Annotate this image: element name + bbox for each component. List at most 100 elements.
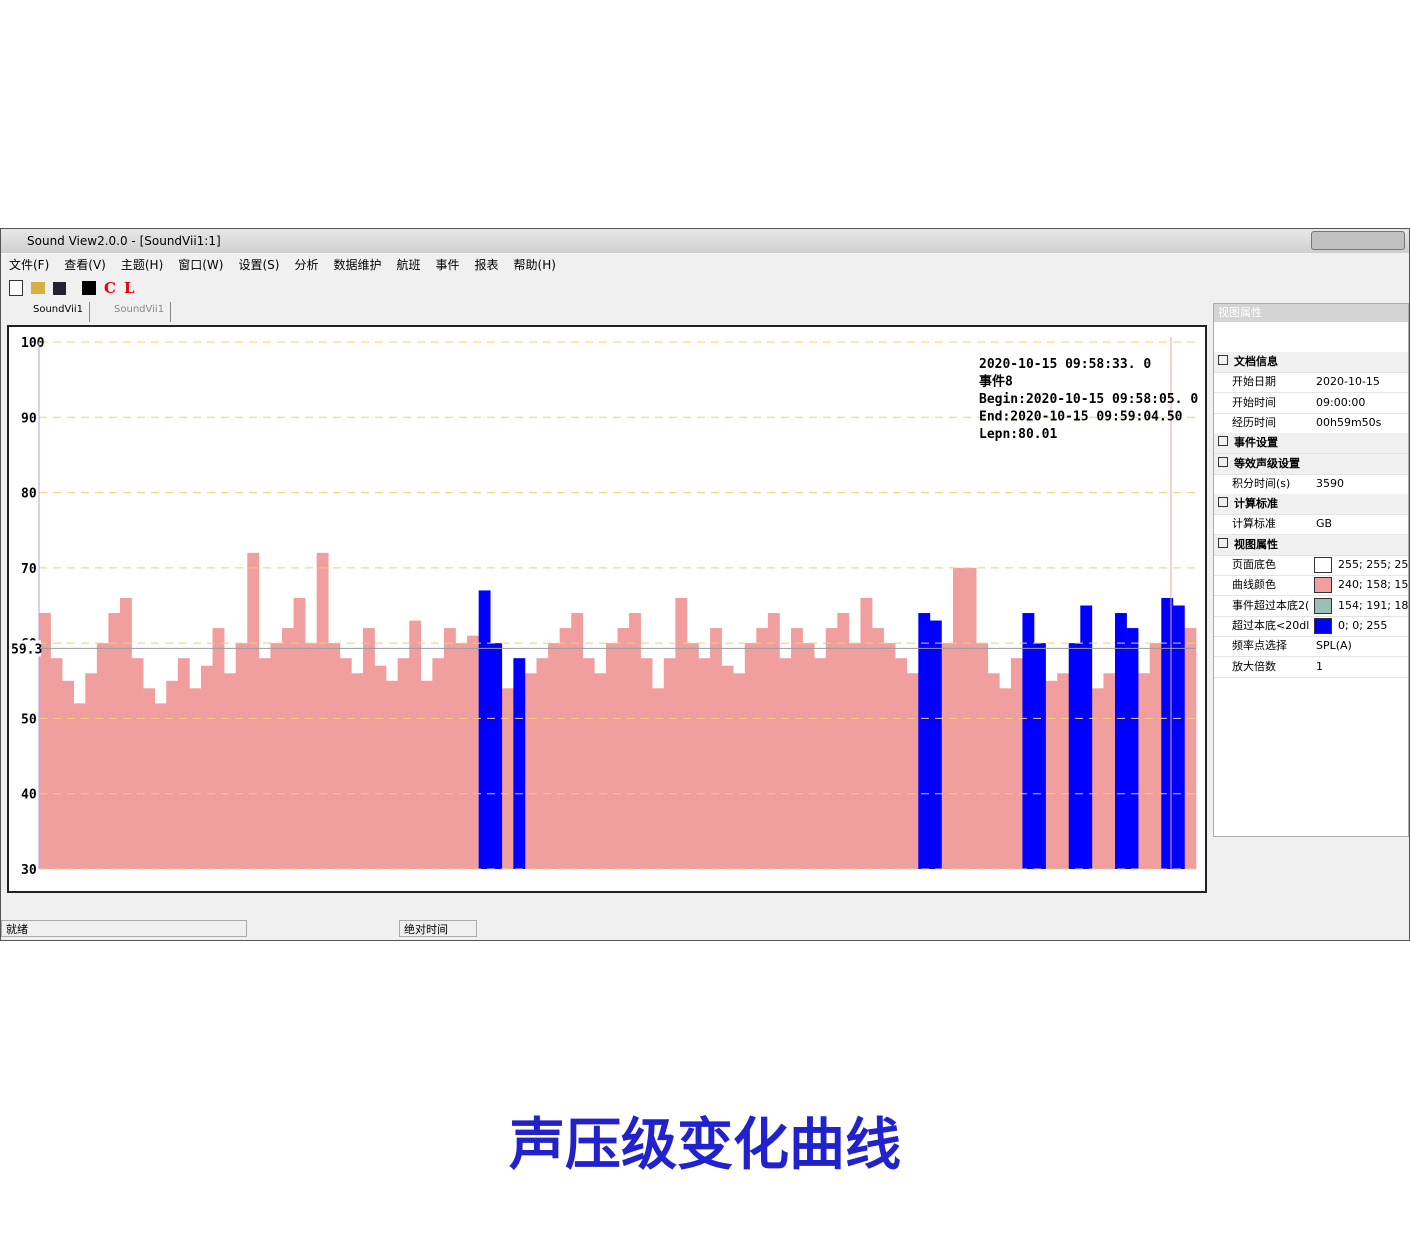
property-value: 00h59m50s <box>1316 415 1382 429</box>
property-key: 事件超过本底2( <box>1232 598 1310 612</box>
bar <box>744 643 757 869</box>
bar <box>1172 605 1185 869</box>
status-bar: 就绪 绝对时间 <box>1 920 1409 939</box>
tab-strip: SoundVii1 SoundVii1 <box>9 302 172 322</box>
menu-item[interactable]: 事件 <box>435 258 460 272</box>
bar <box>582 658 595 869</box>
property-value: 240; 158; 15 <box>1338 578 1409 592</box>
bar <box>386 680 398 869</box>
bar <box>467 635 479 869</box>
bar <box>918 613 931 869</box>
bar <box>131 658 144 869</box>
bar <box>73 703 86 869</box>
property-panel: 视图属性 文档信息 开始日期 2020-10-15 开始时间 09:00:00 经历时间 0… <box>1213 303 1409 837</box>
color-icon[interactable] <box>82 281 96 295</box>
bar <box>50 658 63 869</box>
bar <box>316 552 329 869</box>
bar <box>39 613 51 869</box>
menu-item[interactable]: 数据维护 <box>333 258 382 272</box>
open-icon[interactable] <box>31 282 45 294</box>
bar <box>675 597 688 869</box>
bar <box>96 643 109 869</box>
bar <box>478 590 491 869</box>
property-key: 放大倍数 <box>1232 659 1276 673</box>
color-swatch <box>1314 597 1332 614</box>
property-group[interactable]: 计算标准 <box>1214 494 1408 516</box>
bar <box>281 628 294 869</box>
panel-title: 视图属性 <box>1214 304 1408 322</box>
bar <box>1091 688 1104 869</box>
bottom-toolbar <box>1 893 1409 918</box>
bar <box>814 658 827 869</box>
bar <box>1010 658 1023 869</box>
menu-item[interactable]: 查看(V) <box>64 258 106 272</box>
new-icon[interactable] <box>9 280 23 296</box>
menu-item[interactable]: 航班 <box>396 258 421 272</box>
bar <box>686 643 699 869</box>
bar <box>270 643 283 869</box>
expander <box>1218 355 1228 365</box>
property-group[interactable]: 视图属性 <box>1214 534 1408 556</box>
tab[interactable]: SoundVii1 <box>90 302 172 322</box>
color-swatch <box>1314 577 1332 594</box>
bar <box>802 643 815 869</box>
bar <box>247 552 260 869</box>
bar <box>895 658 908 869</box>
bar <box>1115 613 1127 869</box>
bar <box>501 688 514 869</box>
bar <box>1126 628 1139 869</box>
bar <box>860 597 873 869</box>
y-tick-label: 100 <box>21 336 45 351</box>
property-key: 曲线颜色 <box>1232 578 1276 592</box>
bar <box>1138 673 1151 869</box>
tab[interactable]: SoundVii1 <box>9 302 91 322</box>
menu-item[interactable]: 设置(S) <box>238 258 280 272</box>
y-tick-label: 90 <box>21 411 37 426</box>
bar <box>455 643 468 869</box>
menu-item[interactable]: 报表 <box>474 258 499 272</box>
bar <box>62 680 75 869</box>
expander <box>1218 456 1228 467</box>
property-group[interactable]: 文档信息 <box>1214 352 1408 373</box>
property-row: 曲线颜色 240; 158; 15 <box>1214 575 1409 597</box>
bar <box>825 628 838 869</box>
toolbar-letter[interactable]: L <box>123 279 135 297</box>
property-row: 计算标准 GB <box>1214 514 1408 536</box>
y-tick-label: 50 <box>21 712 37 727</box>
group-name: 事件设置 <box>1234 436 1278 450</box>
bar <box>791 628 803 869</box>
bar <box>305 643 317 869</box>
menu-item[interactable]: 窗口(W) <box>178 258 224 272</box>
menu-item[interactable]: 文件(F) <box>9 258 50 272</box>
group-name: 计算标准 <box>1234 497 1278 511</box>
property-row: 放大倍数 1 <box>1214 657 1408 678</box>
annotation: 2020-10-15 09:58:33. 0 <box>979 357 1151 372</box>
status-cell: 就绪 <box>1 920 247 937</box>
property-group[interactable]: 事件设置 <box>1214 433 1408 455</box>
group-name: 等效声级设置 <box>1234 456 1300 470</box>
property-group[interactable]: 等效声级设置 <box>1214 453 1408 475</box>
menu-item[interactable]: 分析 <box>294 258 319 272</box>
menu-item[interactable]: 主题(H) <box>120 258 164 272</box>
bar <box>617 628 630 869</box>
bar <box>663 658 676 869</box>
menu-bar: 文件(F) 查看(V) 主题(H) 窗口(W) 设置(S) 分析 数据维护 航班 事件 报表 帮助(… <box>9 255 556 275</box>
property-key: 频率点选择 <box>1232 639 1287 653</box>
y-tick-label: 80 <box>21 487 37 502</box>
window-buttons[interactable] <box>1311 231 1405 250</box>
property-key: 开始时间 <box>1232 395 1276 409</box>
bar <box>548 643 560 869</box>
menu-item[interactable]: 帮助(H) <box>513 258 556 272</box>
bar <box>177 658 190 869</box>
bar <box>212 628 225 869</box>
bar <box>941 643 954 869</box>
bar <box>524 673 537 869</box>
toolbar-letter[interactable]: C <box>104 279 116 297</box>
save-icon[interactable] <box>53 281 66 295</box>
bar <box>293 597 306 869</box>
property-key: 页面底色 <box>1232 558 1276 571</box>
bar <box>397 658 410 869</box>
